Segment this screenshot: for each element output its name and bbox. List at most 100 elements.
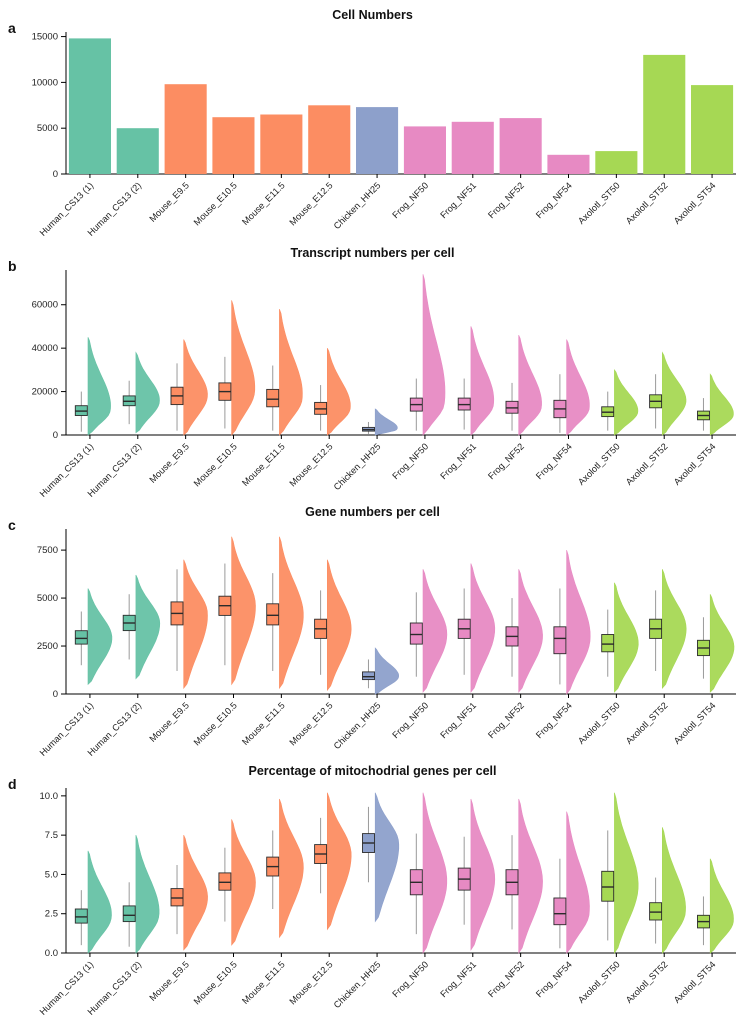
y-tick-label: 7500 [37,545,58,556]
violin [709,858,734,954]
panel-letter-d: d [8,776,17,792]
violin [422,569,448,693]
x-category-label: Mouse_E12.5 [287,959,334,1006]
x-category-label: Frog_NF51 [438,700,478,740]
x-category-label: Frog_NF54 [534,700,574,740]
x-category-label: Axolotl_ST50 [576,441,622,487]
violin [614,582,639,693]
x-category-label: Frog_NF52 [486,180,526,220]
violin [327,792,352,931]
x-category-label: Mouse_E9.5 [147,959,191,1003]
y-tick-label: 10000 [32,77,58,88]
bar [499,118,542,174]
x-category-label: Mouse_E11.5 [240,441,287,488]
violin [183,834,208,951]
y-tick-label: 7.5 [45,830,58,841]
x-category-label: Mouse_E11.5 [240,959,287,1006]
box [74,630,88,645]
y-tick-label: 60000 [32,300,58,311]
panel-letter-b: b [8,258,17,274]
violin [566,550,591,695]
bar [451,121,494,174]
violin [662,351,687,436]
box [553,897,567,926]
x-category-label: Human_CS13 (2) [86,700,144,758]
violin [614,369,639,436]
x-category-label: Mouse_E12.5 [287,180,334,227]
x-category-label: Frog_NF51 [438,441,478,481]
x-category-label: Human_CS13 (2) [86,441,144,499]
x-category-label: Axolotl_ST52 [624,441,670,487]
violin [231,536,256,686]
violin [87,850,112,954]
x-category-label: Axolotl_ST52 [624,180,670,226]
x-category-label: Chicken_HH25 [332,700,383,751]
panel-c-title: Gene numbers per cell [305,505,440,519]
panel-d-title: Percentage of mitochodrial genes per cel… [248,764,497,778]
x-category-label: Axolotl_ST50 [576,959,622,1005]
x-category-label: Frog_NF50 [390,180,430,220]
box [218,872,232,891]
y-tick-label: 5.0 [45,869,58,880]
x-category-label: Mouse_E9.5 [147,700,191,744]
x-category-label: Axolotl_ST52 [624,959,670,1005]
x-category-label: Mouse_E11.5 [240,180,287,227]
violin [518,798,543,954]
violin [87,337,111,436]
box [409,622,423,645]
x-category-label: Mouse_E9.5 [147,180,191,224]
violin [422,792,448,954]
x-category-label: Axolotl_ST52 [624,700,670,746]
x-category-label: Frog_NF50 [390,959,430,999]
y-tick-label: 5000 [37,123,58,134]
x-category-label: Axolotl_ST50 [576,180,622,226]
violin [470,798,496,951]
bar [691,85,734,174]
y-tick-label: 0.0 [45,948,58,959]
violin [87,588,113,686]
bar [212,117,255,174]
x-category-label: Mouse_E10.5 [192,700,239,747]
bar [164,84,207,174]
violin [614,792,639,954]
violin [518,334,542,436]
bar [403,126,446,174]
x-category-label: Frog_NF52 [486,959,526,999]
violin [327,559,352,692]
y-tick-label: 0 [53,169,58,180]
panel-a: a Cell Numbers 0 5000 10000 15000 Human_CS13… [0,6,745,244]
bar [260,114,303,174]
violin [709,594,735,693]
x-category-label: Mouse_E12.5 [287,700,334,747]
x-category-label: Mouse_E10.5 [192,180,239,227]
x-category-label: Axolotl_ST54 [672,180,718,226]
box [266,603,280,626]
x-category-label: Frog_NF51 [438,180,478,220]
violin [327,348,351,436]
violin [709,373,734,436]
panel-b-title: Transcript numbers per cell [290,246,455,260]
panel-c: c Gene numbers per cell 0 2500 5000 7500 Hum… [0,503,745,762]
violin [374,647,400,695]
violin [135,834,160,954]
violin [374,408,398,436]
box [266,388,280,408]
x-category-label: Frog_NF50 [390,700,430,740]
box [553,626,567,655]
bar [547,154,590,174]
x-category-label: Mouse_E10.5 [192,441,239,488]
violin [183,339,208,436]
bar [356,107,399,174]
x-category-label: Frog_NF54 [534,441,574,481]
violin [279,798,304,939]
x-category-label: Frog_NF50 [390,441,430,481]
x-category-label: Human_CS13 (2) [86,959,144,1017]
bar [643,54,686,174]
x-category-label: Human_CS13 (2) [86,180,144,238]
y-tick-label: 10.0 [40,791,59,802]
y-tick-label: 40000 [32,343,58,354]
violin [662,569,687,690]
x-category-label: Axolotl_ST54 [672,700,718,746]
